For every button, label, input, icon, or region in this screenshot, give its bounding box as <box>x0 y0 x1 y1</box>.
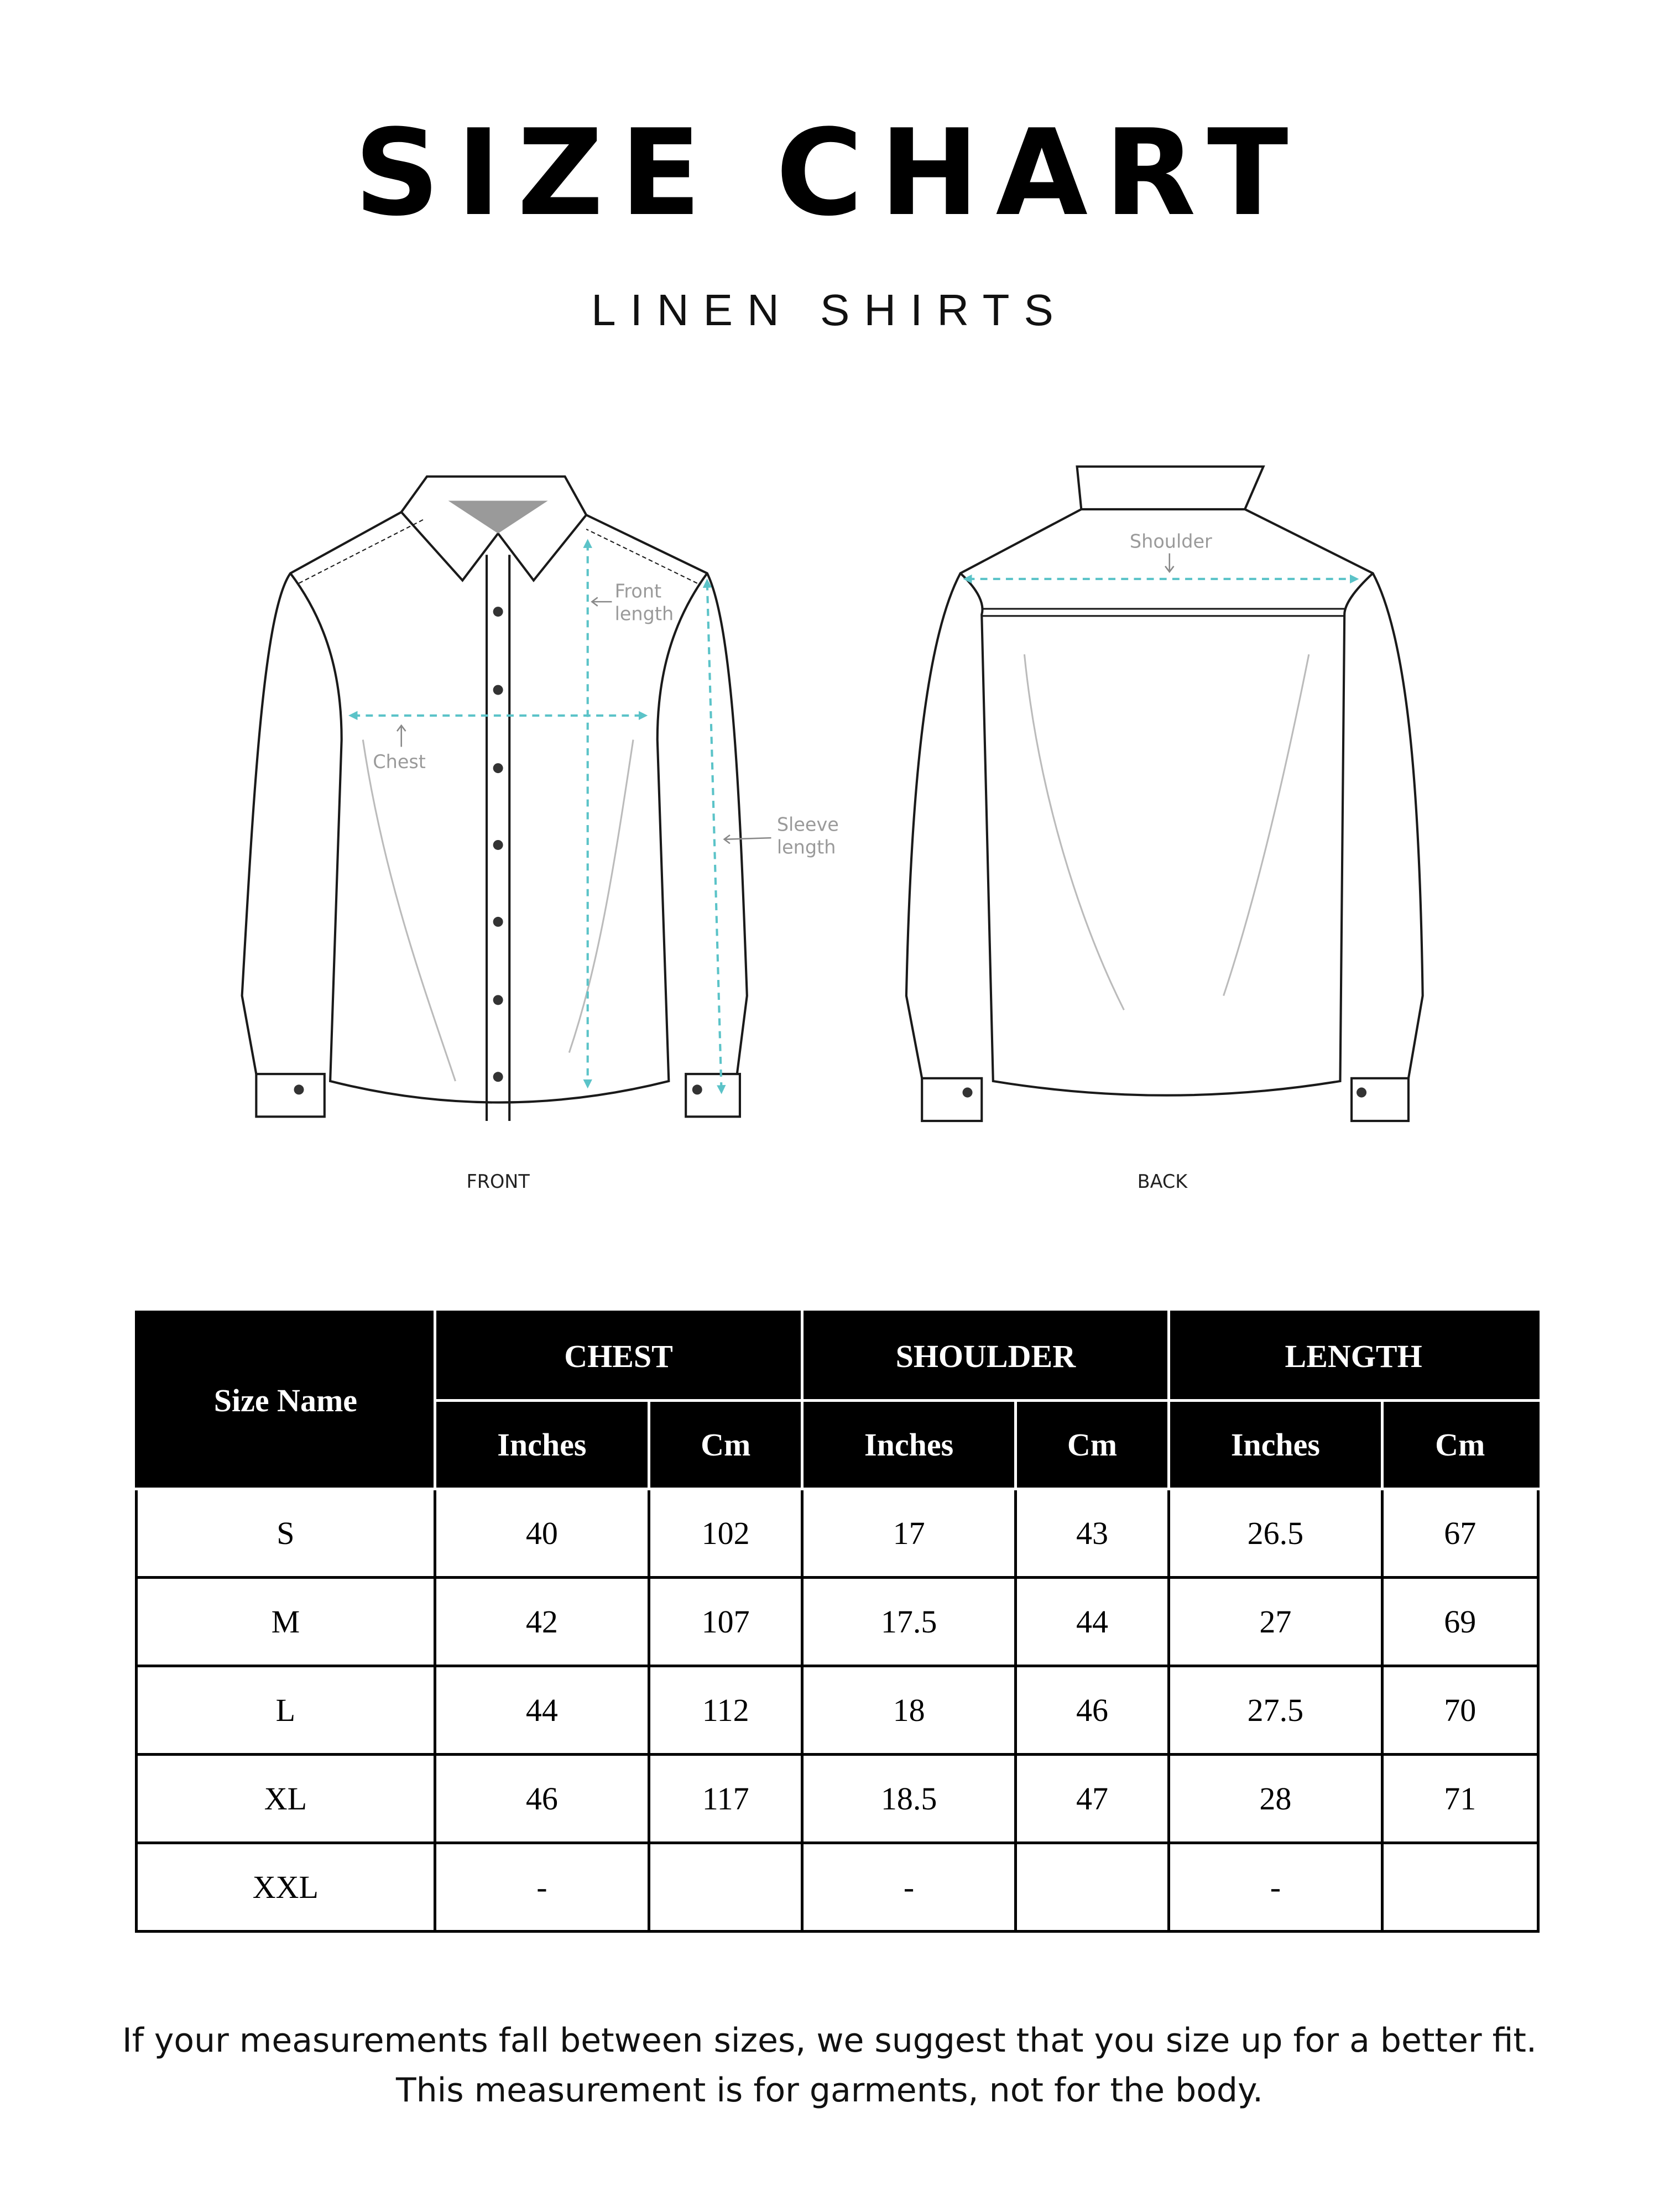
unit-header: Inches <box>801 1399 1017 1490</box>
size-cell: L <box>135 1665 436 1756</box>
size-cell: M <box>135 1576 436 1667</box>
measurement-cell: 46 <box>1014 1665 1171 1756</box>
shoulder-label: Shoulder <box>1130 530 1212 552</box>
page-title: SIZE CHART <box>354 103 1305 242</box>
measurement-cell: 18 <box>801 1665 1017 1756</box>
measurement-cell <box>1380 1841 1540 1933</box>
fit-note-line-2: This measurement is for garments, not fo… <box>395 2071 1264 2110</box>
unit-header: Inches <box>433 1399 650 1490</box>
front-length-label-2: length <box>615 603 674 625</box>
sleeve-length-label: Sleeve <box>777 813 839 835</box>
size-cell: S <box>135 1488 436 1579</box>
fit-note-line-1: If your measurements fall between sizes,… <box>122 2021 1537 2060</box>
measurement-cell: 47 <box>1014 1753 1171 1844</box>
measurement-cell: 18.5 <box>801 1753 1017 1844</box>
measurement-cell: 28 <box>1167 1753 1384 1844</box>
front-shirt-drawing <box>241 475 748 1121</box>
measurement-cell: 40 <box>433 1488 650 1579</box>
measurement-cell: - <box>1167 1841 1384 1933</box>
measurement-cell <box>1014 1841 1171 1933</box>
front-label: FRONT <box>467 1171 530 1192</box>
chest-header: CHEST <box>433 1311 804 1402</box>
table-row: XL 46 117 18.5 47 28 71 <box>135 1753 1540 1844</box>
measurement-cell: 26.5 <box>1167 1488 1384 1579</box>
size-cell: XL <box>135 1753 436 1844</box>
unit-header: Inches <box>1167 1399 1384 1490</box>
size-cell: XXL <box>135 1841 436 1933</box>
length-header: LENGTH <box>1167 1311 1540 1402</box>
measurement-cell: 27.5 <box>1167 1665 1384 1756</box>
measurement-cell: 117 <box>647 1753 804 1844</box>
sleeve-length-label-2: length <box>777 836 836 858</box>
front-length-label: Front <box>615 580 662 602</box>
measurement-cell: 44 <box>433 1665 650 1756</box>
shoulder-header: SHOULDER <box>801 1311 1171 1402</box>
unit-header: Cm <box>1380 1399 1540 1490</box>
measurement-cell: 43 <box>1014 1488 1171 1579</box>
measurement-cell: 17 <box>801 1488 1017 1579</box>
table-row: M 42 107 17.5 44 27 69 <box>135 1576 1540 1667</box>
size-name-header: Size Name <box>135 1311 436 1490</box>
measurement-cell: 69 <box>1380 1576 1540 1667</box>
measurement-cell: 42 <box>433 1576 650 1667</box>
measurement-cell: 71 <box>1380 1753 1540 1844</box>
fit-note: If your measurements fall between sizes,… <box>0 2016 1659 2115</box>
measurement-cell: 70 <box>1380 1665 1540 1756</box>
button-icons <box>294 607 702 1095</box>
unit-header: Cm <box>647 1399 804 1490</box>
measurement-cell: 107 <box>647 1576 804 1667</box>
unit-header: Cm <box>1014 1399 1171 1490</box>
size-table: Size Name CHEST SHOULDER LENGTH Inches Cm… <box>135 1311 1540 1933</box>
chest-label: Chest <box>373 751 426 773</box>
page-subtitle: LINEN SHIRTS <box>591 285 1068 335</box>
measurement-cell: 46 <box>433 1753 650 1844</box>
back-shirt-drawing <box>905 465 1424 1123</box>
measurement-cell: 44 <box>1014 1576 1171 1667</box>
measurement-cell: 67 <box>1380 1488 1540 1579</box>
table-row: XXL - - - <box>135 1841 1540 1933</box>
table-row: L 44 112 18 46 27.5 70 <box>135 1665 1540 1756</box>
measurement-cell: 27 <box>1167 1576 1384 1667</box>
measurement-cell: 112 <box>647 1665 804 1756</box>
back-label: BACK <box>1138 1171 1188 1192</box>
measurement-cell: - <box>801 1841 1017 1933</box>
measurement-cell: 17.5 <box>801 1576 1017 1667</box>
table-row: S 40 102 17 43 26.5 67 <box>135 1488 1540 1579</box>
front-measure-lines <box>348 539 726 1094</box>
measurement-cell: - <box>433 1841 650 1933</box>
measurement-cell: 102 <box>647 1488 804 1579</box>
measurement-cell <box>647 1841 804 1933</box>
